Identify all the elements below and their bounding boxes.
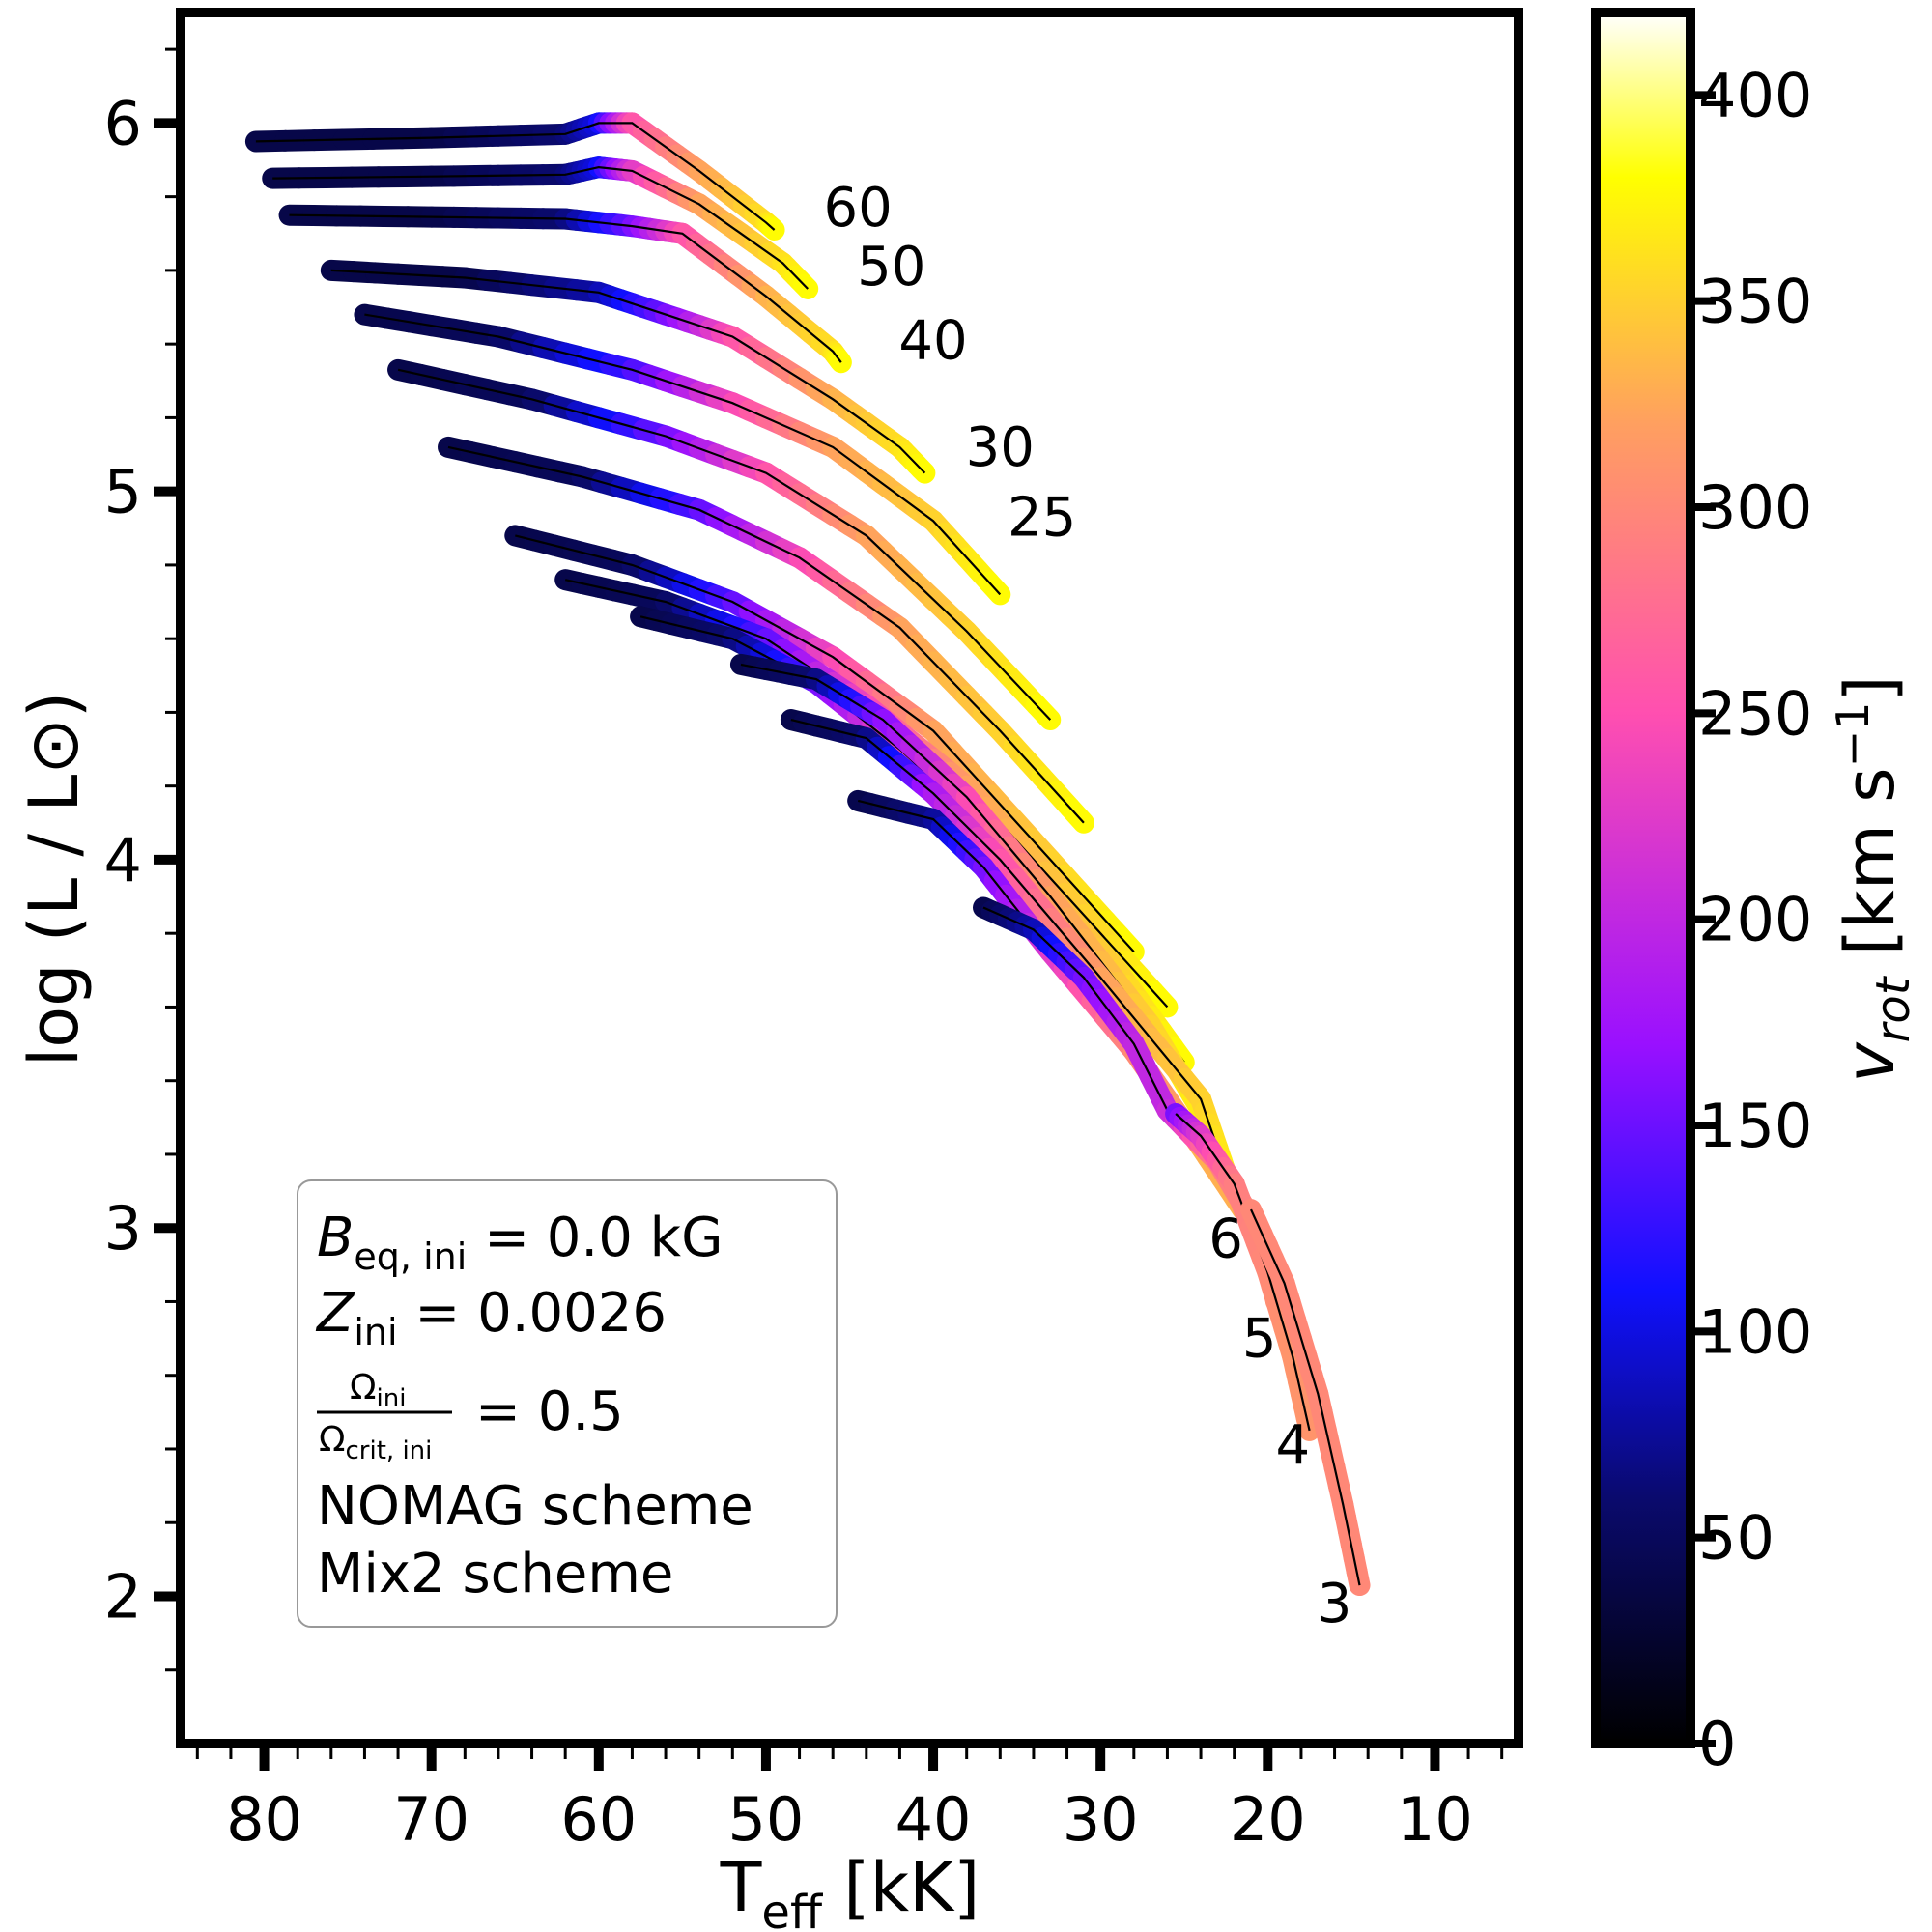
track-line: [447, 445, 1085, 824]
track-50: [262, 156, 819, 299]
x-tick-label: 40: [895, 1784, 972, 1855]
mass-label: 25: [1008, 486, 1076, 549]
track-7: [780, 709, 1237, 1184]
mass-label: 6: [1208, 1208, 1243, 1271]
x-axis-title: Teff [kK]: [720, 1848, 980, 1932]
track-line: [1249, 1208, 1361, 1586]
colorbar-tick-label: 350: [1698, 267, 1812, 337]
colorbar-tick-label: 300: [1698, 472, 1812, 543]
track-line: [330, 269, 926, 474]
omega-denominator: Ωcrit, ini: [319, 1420, 432, 1465]
y-axis: 2 3 4 5 6: [104, 47, 176, 1672]
x-tick-label: 60: [560, 1784, 637, 1855]
omega-numerator: Ωini: [350, 1368, 406, 1413]
mass-label: 50: [857, 236, 925, 298]
y-tick-label: 5: [104, 457, 142, 527]
x-tick-label: 30: [1063, 1784, 1139, 1855]
track-12: [504, 525, 1145, 963]
track-25: [354, 303, 1011, 606]
track-30: [320, 259, 936, 484]
x-tick-label: 50: [727, 1784, 804, 1855]
mass-label: 60: [824, 177, 893, 240]
x-tick-label: 80: [226, 1784, 302, 1855]
y-tick-label: 4: [104, 825, 142, 895]
track-line: [364, 313, 1002, 596]
x-tick-label: 20: [1230, 1784, 1306, 1855]
x-tick-label: 10: [1397, 1784, 1473, 1855]
y-tick-label: 6: [104, 88, 142, 158]
colorbar-tick-label: 400: [1698, 60, 1812, 130]
x-tick-label: 70: [393, 1784, 469, 1855]
mass-label: 30: [966, 416, 1035, 479]
y-tick-label: 3: [104, 1193, 142, 1264]
x-axis: 80 70 60 50 40 30 20 10: [195, 1748, 1504, 1855]
info-box: Beq, ini = 0.0 kG Zini = 0.0026 Ωini Ωcr…: [297, 1179, 838, 1628]
colorbar: [1596, 13, 1690, 1744]
colorbar-frame: [1591, 8, 1695, 1748]
y-axis-title: log (L / L⊙): [14, 692, 94, 1066]
colorbar-tick-label: 0: [1698, 1709, 1736, 1779]
mass-label: 40: [898, 309, 967, 372]
info-metallicity: Zini = 0.0026: [315, 1282, 667, 1353]
track-15: [438, 436, 1094, 834]
info-scheme-nomag: NOMAG scheme: [317, 1475, 753, 1538]
y-tick-label: 2: [104, 1561, 142, 1632]
info-omega-ratio: Ωini Ωcrit, ini = 0.5: [317, 1368, 624, 1465]
track-line: [289, 213, 842, 363]
info-scheme-mix2: Mix2 scheme: [317, 1543, 673, 1605]
omega-value: = 0.5: [475, 1380, 624, 1443]
mass-label: 3: [1318, 1573, 1352, 1635]
colorbar-tick-label: 250: [1698, 678, 1812, 749]
track-line: [255, 122, 776, 231]
mass-label: 5: [1242, 1308, 1277, 1371]
colorbar-axis: 0 50 100 150 200 250 300 350 400: [1695, 60, 1812, 1779]
track-line: [515, 534, 1135, 953]
colorbar-tick-label: 100: [1698, 1296, 1812, 1367]
track-line: [272, 165, 809, 290]
track-60: [244, 112, 785, 241]
track-line: [790, 719, 1228, 1174]
colorbar-tick-label: 150: [1698, 1091, 1812, 1161]
info-box-frame: [297, 1179, 838, 1628]
colorbar-title: vrot [km s−1]: [1827, 675, 1920, 1083]
track-20: [387, 358, 1062, 731]
track-layer: [244, 112, 1371, 1597]
mass-label: 4: [1275, 1414, 1310, 1477]
colorbar-tick-label: 50: [1698, 1503, 1775, 1574]
track-3: [1240, 1199, 1371, 1597]
colorbar-tick-label: 200: [1698, 885, 1812, 955]
plot-frame: [176, 8, 1523, 1748]
track-line: [397, 368, 1052, 721]
info-b-field: Beq, ini = 0.0 kG: [317, 1207, 724, 1278]
track-40: [278, 204, 852, 374]
